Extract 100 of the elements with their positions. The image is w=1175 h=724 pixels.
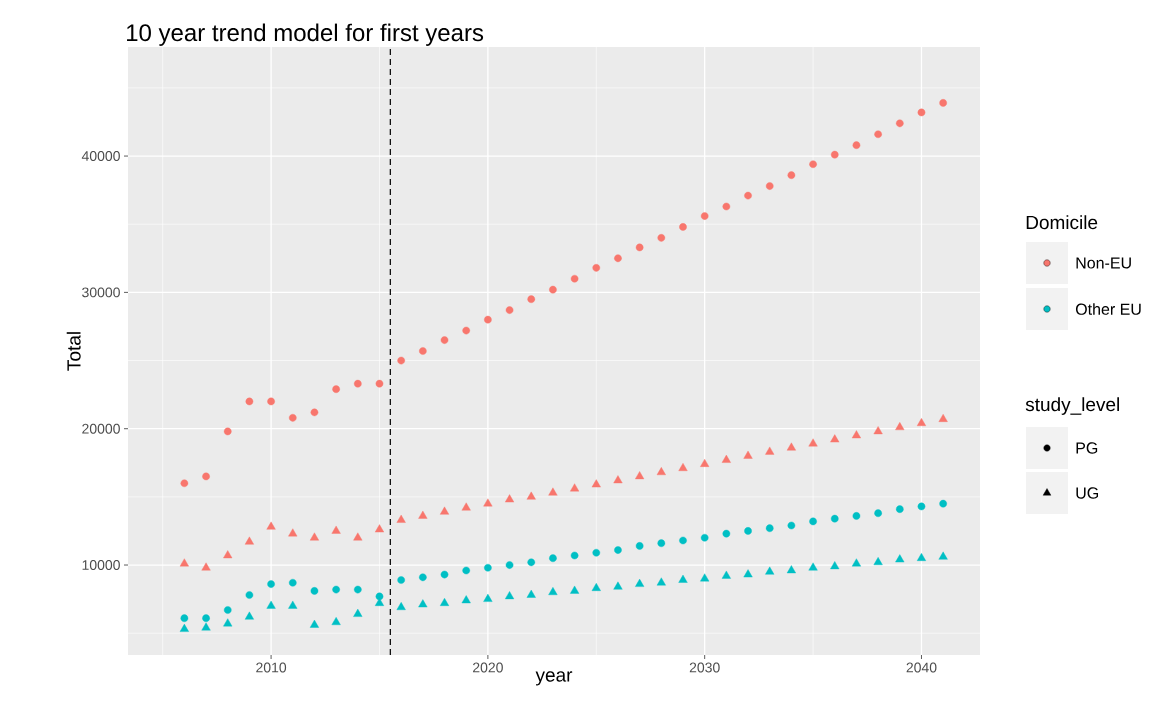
point	[266, 600, 276, 609]
point	[549, 285, 557, 294]
x-tick-label: 2030	[689, 662, 720, 673]
y-axis-title: Total	[66, 332, 81, 371]
point	[744, 191, 752, 200]
point	[765, 182, 774, 190]
point	[678, 574, 688, 583]
point	[484, 315, 492, 324]
point	[809, 517, 817, 526]
point	[635, 578, 645, 587]
text: study_level	[1025, 397, 1119, 415]
x-axis-title: year	[535, 671, 573, 686]
y-tick-label: 10000	[82, 560, 120, 570]
point	[938, 551, 948, 560]
point	[244, 536, 254, 545]
chart-title: 10 year trend model for first years	[127, 23, 484, 46]
x-tick-label: 2010	[256, 662, 287, 673]
point	[418, 510, 428, 519]
point	[462, 326, 470, 335]
point	[267, 397, 275, 406]
point	[397, 576, 405, 584]
point	[700, 212, 709, 220]
point	[354, 585, 362, 594]
point	[505, 306, 514, 314]
point	[439, 506, 450, 515]
point	[266, 521, 276, 530]
point	[396, 602, 406, 610]
point	[374, 524, 385, 533]
point	[830, 434, 840, 443]
point	[505, 591, 515, 600]
point	[917, 502, 926, 511]
point	[613, 581, 623, 590]
point	[830, 514, 839, 523]
point	[201, 622, 211, 631]
point	[419, 573, 427, 582]
point	[288, 414, 297, 422]
point	[744, 527, 752, 535]
point	[592, 548, 601, 557]
point	[331, 617, 341, 625]
point	[721, 454, 731, 463]
text: UG	[1076, 487, 1099, 499]
point	[939, 499, 947, 508]
point	[852, 512, 861, 520]
point	[679, 223, 687, 231]
point	[656, 577, 666, 586]
point	[895, 554, 905, 563]
point	[245, 591, 254, 599]
point	[484, 563, 492, 572]
point	[245, 397, 254, 406]
point	[354, 379, 362, 388]
point	[700, 458, 710, 467]
point	[765, 566, 775, 575]
point	[635, 542, 644, 550]
text: PG	[1076, 442, 1098, 454]
point	[938, 413, 948, 422]
point	[679, 536, 687, 545]
point	[787, 171, 796, 179]
point	[786, 442, 796, 451]
point	[743, 450, 753, 459]
point	[310, 408, 319, 417]
x-tick-label: 2020	[473, 662, 503, 673]
point	[916, 553, 926, 561]
point	[743, 569, 753, 578]
point	[461, 502, 471, 511]
point	[526, 589, 536, 598]
point	[223, 606, 232, 614]
point	[223, 550, 233, 559]
point	[851, 558, 861, 567]
point	[678, 463, 688, 471]
point	[570, 551, 579, 560]
point	[851, 430, 861, 439]
point	[874, 130, 882, 139]
point	[591, 583, 601, 591]
point	[180, 614, 189, 622]
point	[331, 525, 341, 534]
point	[527, 295, 536, 303]
point	[505, 494, 515, 503]
point	[462, 566, 470, 575]
point	[375, 379, 384, 388]
point	[267, 580, 275, 588]
point	[440, 336, 449, 344]
point	[700, 573, 710, 582]
point	[439, 598, 450, 606]
y-tick-label: 30000	[82, 287, 120, 298]
point	[179, 623, 189, 632]
point	[483, 593, 493, 602]
point	[657, 539, 666, 548]
point	[353, 608, 363, 617]
point	[830, 150, 839, 159]
point	[223, 618, 233, 627]
point	[570, 274, 579, 283]
point	[418, 599, 428, 608]
point	[873, 557, 883, 565]
y-tick-label: 40000	[81, 151, 120, 162]
point	[721, 570, 731, 579]
point	[722, 202, 731, 211]
point	[180, 479, 189, 488]
point	[917, 108, 926, 117]
point	[374, 598, 385, 606]
point	[895, 119, 904, 128]
